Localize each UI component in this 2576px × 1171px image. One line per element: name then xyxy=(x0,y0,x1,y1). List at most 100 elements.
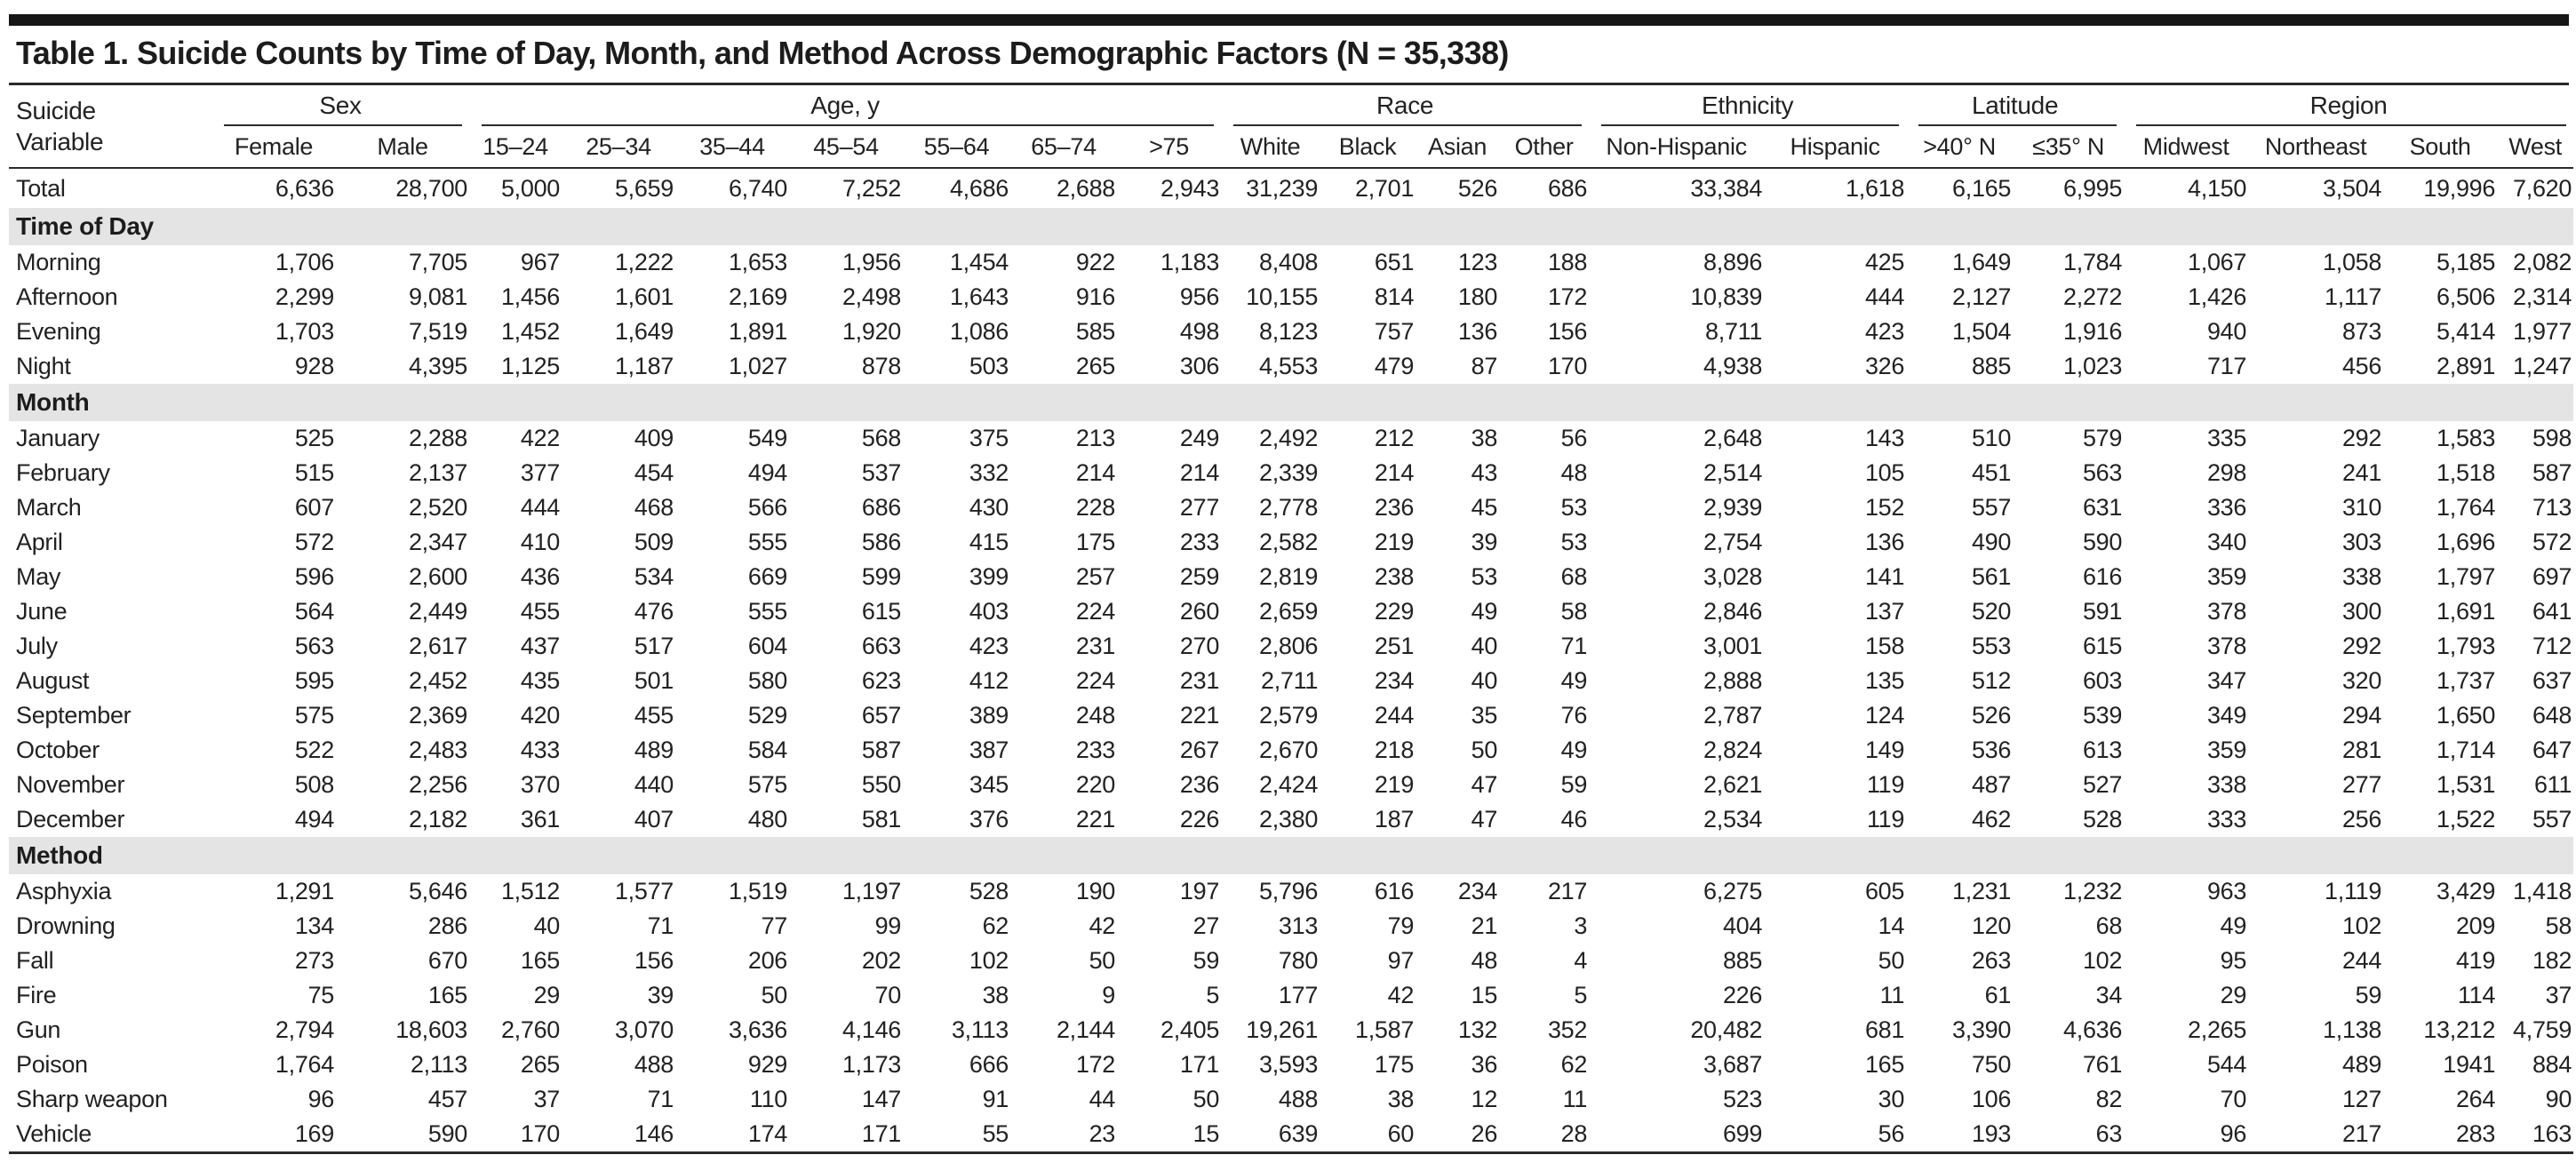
cell: 1,583 xyxy=(2436,425,2496,451)
row-label: Asphyxia xyxy=(16,878,112,904)
cell: 699 xyxy=(1722,1120,1763,1147)
cell: 1,696 xyxy=(2436,529,2496,555)
cell: 1,618 xyxy=(1846,174,1905,202)
cell: 2,943 xyxy=(1160,174,1220,202)
cell: 1,117 xyxy=(2325,283,2382,310)
cell: 2,405 xyxy=(1160,1016,1220,1043)
cell: 42 xyxy=(1089,912,1116,939)
cell: 2,659 xyxy=(1258,598,1319,625)
cell: 2,127 xyxy=(1952,283,2012,310)
row-label: October xyxy=(16,737,100,763)
cell: 303 xyxy=(2341,529,2382,555)
section-label: Time of Day xyxy=(9,208,2574,245)
cell: 2,265 xyxy=(2188,1016,2247,1043)
cell: 1,454 xyxy=(949,249,1009,275)
row-label: Sharp weapon xyxy=(16,1086,168,1112)
cell: 5,414 xyxy=(2436,318,2496,345)
cell: 1,027 xyxy=(728,353,788,379)
cell: 39 xyxy=(647,982,674,1008)
row-november: November 508 2,256 370 440 575 550 345 220 236 2,4… xyxy=(9,768,2573,802)
cell: 4,686 xyxy=(949,174,1009,202)
cell: 114 xyxy=(2457,982,2496,1008)
cell: 220 xyxy=(1075,771,1116,798)
row-fire: Fire 75 165 29 39 50 70 38 9 5 177 42 15 5 226 11 61 34 29… xyxy=(9,978,2573,1013)
cell: 2,846 xyxy=(1703,598,1763,625)
cell: 534 xyxy=(634,563,674,590)
row-night: Night 928 4,395 1,125 1,187 1,027 878 503 265 306… xyxy=(9,349,2573,384)
cell: 102 xyxy=(2082,947,2123,974)
cell: 5,646 xyxy=(408,878,468,904)
cell: 7,705 xyxy=(408,249,468,275)
cell: 489 xyxy=(634,737,674,763)
cell: 212 xyxy=(1374,425,1415,451)
cell: 141 xyxy=(1864,563,1905,590)
col-header-55-64: 55–64 xyxy=(903,126,1011,169)
cell: 70 xyxy=(2220,1086,2247,1112)
cell: 6,740 xyxy=(728,174,788,202)
cell: 508 xyxy=(294,771,334,798)
cell: 259 xyxy=(1179,563,1220,590)
cell: 544 xyxy=(2206,1051,2247,1078)
cell: 566 xyxy=(747,494,788,521)
row-label: Afternoon xyxy=(16,283,118,310)
cell: 283 xyxy=(2455,1120,2496,1147)
col-header-midwest: Midwest xyxy=(2124,126,2249,169)
cell: 1,703 xyxy=(275,318,334,345)
cell: 7,620 xyxy=(2513,174,2572,202)
cell: 38 xyxy=(1471,425,1498,451)
cell: 404 xyxy=(1722,912,1763,939)
cell: 95 xyxy=(2220,947,2247,974)
cell: 8,408 xyxy=(1258,249,1319,275)
col-group-race: Race xyxy=(1221,85,1589,126)
cell: 265 xyxy=(520,1051,561,1078)
cell: 712 xyxy=(2532,633,2572,659)
row-label: January xyxy=(16,425,100,451)
cell: 1,916 xyxy=(2063,318,2123,345)
cell: 3,113 xyxy=(951,1016,1009,1043)
cell: 172 xyxy=(1547,283,1588,310)
cell: 136 xyxy=(1864,529,1905,555)
cell: 5,659 xyxy=(614,174,674,202)
cell: 599 xyxy=(861,563,902,590)
cell: 359 xyxy=(2206,737,2247,763)
cell: 119 xyxy=(1866,806,1905,832)
cell: 165 xyxy=(1864,1051,1905,1078)
cell: 270 xyxy=(1179,633,1220,659)
header-group-row: Suicide Variable Sex Age, y Race Ethnicity Lat… xyxy=(9,85,2573,169)
cell: 267 xyxy=(1179,737,1220,763)
cell: 44 xyxy=(1089,1086,1116,1112)
col-header-female: Female xyxy=(211,126,336,169)
cell: 146 xyxy=(634,1120,674,1147)
cell: 5,796 xyxy=(1258,878,1319,904)
cell: 563 xyxy=(294,633,334,659)
cell: 1,891 xyxy=(728,318,788,345)
cell: 1,653 xyxy=(728,249,788,275)
cell: 292 xyxy=(2341,633,2382,659)
row-fall: Fall 273 670 165 156 206 202 102 50 59 780 97 48 4 885… xyxy=(9,944,2573,978)
cell: 234 xyxy=(1374,667,1415,694)
row-morning: Morning 1,706 7,705 967 1,222 1,653 1,956 1,454… xyxy=(9,245,2573,280)
cell: 1,067 xyxy=(2188,249,2247,275)
cell: 1,173 xyxy=(841,1051,902,1078)
cell: 403 xyxy=(969,598,1009,625)
cell: 158 xyxy=(1864,633,1905,659)
cell: 595 xyxy=(294,667,334,694)
cell: 4,759 xyxy=(2513,1016,2572,1043)
cell: 1,797 xyxy=(2436,563,2496,590)
cell: 529 xyxy=(747,702,788,729)
cell: 349 xyxy=(2206,702,2247,729)
cell: 249 xyxy=(1179,425,1220,451)
row-poison: Poison 1,764 2,113 265 488 929 1,173 666 172 171 3… xyxy=(9,1048,2573,1082)
cell: 456 xyxy=(2341,353,2382,379)
cell: 48 xyxy=(1560,459,1588,486)
stub-line-1: Suicide xyxy=(16,97,96,124)
cell: 1,291 xyxy=(275,878,334,904)
cell: 53 xyxy=(1560,494,1588,521)
row-label: August xyxy=(16,667,90,694)
col-header-black: Black xyxy=(1320,126,1416,169)
cell: 171 xyxy=(861,1120,902,1147)
cell: 520 xyxy=(1971,598,2012,625)
row-label: March xyxy=(16,494,82,521)
row-may: May 596 2,600 436 534 669 599 399 257 259 2,819 238… xyxy=(9,560,2573,594)
cell: 568 xyxy=(861,425,902,451)
